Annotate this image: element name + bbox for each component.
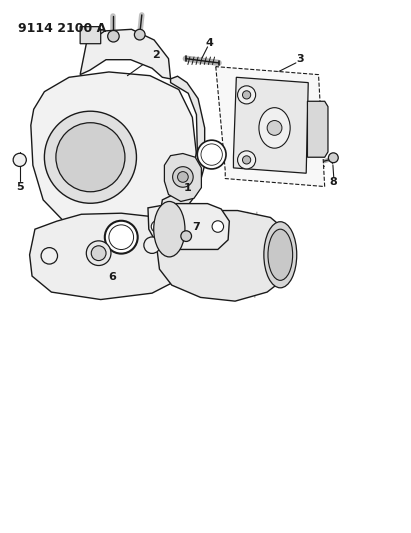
Circle shape [41, 248, 58, 264]
Circle shape [173, 167, 193, 187]
Text: 4: 4 [206, 38, 214, 47]
Circle shape [242, 156, 251, 164]
Circle shape [56, 123, 125, 192]
Ellipse shape [154, 201, 185, 257]
Circle shape [267, 120, 282, 135]
Ellipse shape [268, 229, 293, 280]
Circle shape [108, 30, 119, 42]
Circle shape [201, 144, 222, 165]
Text: 5: 5 [16, 182, 23, 191]
Polygon shape [216, 67, 325, 187]
Polygon shape [148, 204, 229, 249]
Ellipse shape [264, 222, 297, 288]
Circle shape [13, 154, 26, 166]
Text: 3: 3 [296, 54, 304, 63]
Circle shape [134, 29, 145, 40]
Text: 7: 7 [193, 222, 200, 231]
Polygon shape [156, 211, 292, 301]
Circle shape [44, 111, 136, 203]
Polygon shape [164, 154, 201, 201]
Circle shape [212, 221, 224, 232]
Circle shape [105, 221, 138, 254]
Circle shape [238, 86, 256, 104]
Polygon shape [80, 29, 171, 79]
Text: 9114 2100 A: 9114 2100 A [18, 22, 106, 35]
Circle shape [144, 237, 160, 253]
Text: 2: 2 [152, 50, 160, 60]
Circle shape [151, 221, 163, 232]
Polygon shape [30, 213, 193, 300]
Polygon shape [233, 77, 308, 173]
Polygon shape [31, 72, 196, 232]
Circle shape [197, 140, 226, 169]
Polygon shape [80, 27, 101, 44]
Circle shape [328, 153, 338, 163]
Circle shape [91, 246, 106, 261]
Circle shape [178, 172, 188, 182]
Circle shape [181, 231, 192, 241]
Circle shape [242, 91, 251, 99]
Circle shape [86, 241, 111, 265]
Circle shape [238, 151, 256, 169]
Text: 6: 6 [108, 272, 116, 282]
Ellipse shape [259, 108, 290, 148]
Circle shape [109, 225, 134, 249]
Polygon shape [307, 101, 328, 157]
Polygon shape [159, 76, 205, 219]
Text: 1: 1 [184, 183, 191, 192]
Text: 8: 8 [330, 177, 337, 187]
